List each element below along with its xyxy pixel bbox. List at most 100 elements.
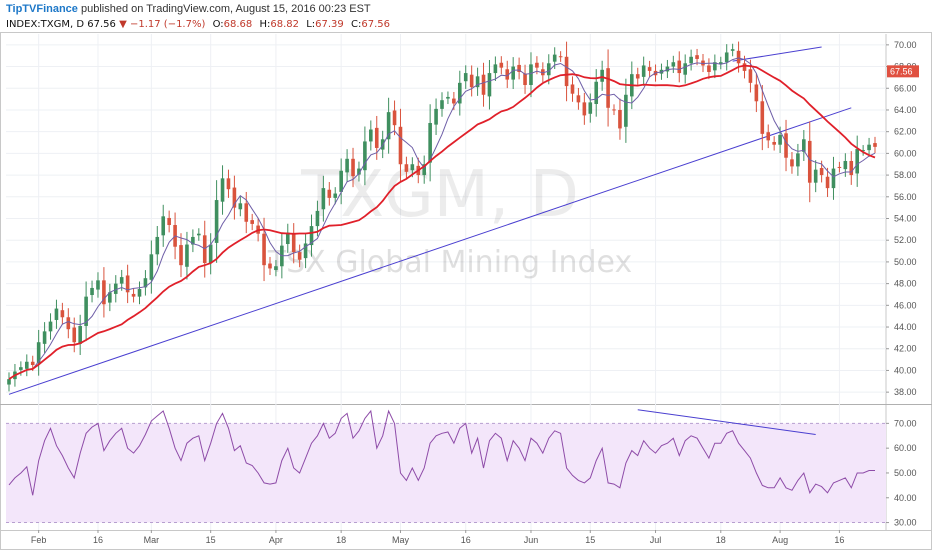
y-tick-label: 56.00 (894, 192, 917, 202)
candle (873, 136, 877, 154)
candle (339, 158, 343, 205)
candle-body (351, 158, 355, 177)
rsi-tick-label: 70.00 (894, 418, 917, 428)
candle-body (72, 327, 77, 343)
candle (7, 372, 11, 392)
candle (78, 314, 82, 356)
candle (635, 67, 640, 85)
candle (707, 58, 711, 80)
candle (143, 270, 148, 296)
open-value: 68.68 (223, 19, 253, 30)
candle (84, 281, 88, 342)
candle-body (244, 203, 249, 222)
candle (333, 187, 338, 205)
y-tick-label: 60.00 (894, 148, 917, 158)
candle (671, 55, 676, 73)
candle-body (529, 64, 533, 86)
candle-body (635, 74, 640, 79)
close-label: C: (350, 19, 362, 30)
candle-body (297, 252, 302, 260)
rsi-pane: 30.00 40.00 50.00 60.00 70.00 (6, 409, 917, 528)
last-price-badge-label: 67.56 (890, 66, 913, 76)
candle-body (303, 243, 308, 259)
watermark-symbol: TXGM, D (300, 158, 579, 232)
candle-body (641, 65, 646, 77)
candle (487, 60, 492, 110)
candle-body (185, 244, 189, 267)
candle (855, 135, 860, 187)
candle (760, 85, 765, 151)
candle-body (867, 144, 871, 151)
candle-body (30, 361, 35, 366)
candle (849, 151, 854, 185)
candle (268, 256, 272, 276)
candle-body (24, 361, 29, 369)
candle (558, 51, 563, 62)
candle-body (232, 187, 237, 208)
candle (766, 124, 771, 149)
candle-body (274, 266, 278, 271)
author-link[interactable]: TipTVFinance (6, 3, 78, 15)
candle-body (262, 233, 266, 266)
y-tick-label: 38.00 (894, 387, 917, 397)
rsi-tick-label: 40.00 (894, 493, 917, 503)
candle-body (161, 216, 166, 236)
candle-body (558, 56, 563, 58)
candle-body (588, 102, 593, 114)
candle-body (291, 234, 296, 253)
candle-body (434, 108, 438, 125)
candle (772, 136, 776, 151)
x-tick-label: 18 (716, 535, 726, 545)
candle-body (386, 112, 391, 140)
price-change: −1.17 (−1.7%) (129, 19, 206, 30)
candle-body (440, 100, 444, 109)
candle (440, 92, 444, 117)
candle-body (796, 153, 800, 167)
candle (167, 210, 171, 233)
candle-body (570, 84, 575, 94)
candle-body (742, 63, 747, 71)
candle-body (802, 139, 806, 152)
candle (386, 97, 391, 154)
candle-body (392, 110, 397, 126)
candle (446, 91, 450, 105)
candle (861, 145, 865, 156)
high-value: 68.82 (270, 19, 300, 30)
candle (369, 120, 373, 151)
candle (96, 272, 100, 298)
x-tick-label: Jul (650, 535, 662, 545)
candle-body (724, 52, 729, 63)
candle (297, 244, 302, 268)
candle (72, 317, 77, 353)
candle (843, 153, 848, 177)
ma-fast-line (8, 57, 876, 380)
candle-body (422, 164, 427, 176)
candle (481, 62, 486, 107)
open-label: O: (212, 19, 224, 30)
candle (345, 149, 349, 183)
candle-body (119, 277, 124, 284)
candle-body (493, 64, 498, 74)
close-value: 67.56 (361, 19, 390, 30)
candle (108, 283, 112, 312)
candle-body (689, 56, 693, 64)
candle-body (837, 166, 842, 168)
candle-body (226, 178, 231, 190)
candle (523, 64, 527, 94)
candle-body (250, 220, 254, 224)
candle (149, 240, 154, 294)
y-tick-label: 40.00 (894, 365, 917, 375)
candle (191, 229, 195, 253)
candle (713, 54, 717, 79)
candle-body (102, 280, 106, 305)
candle (392, 100, 397, 136)
candle-body (707, 65, 711, 72)
candle-body (48, 321, 53, 332)
x-tick-label: Aug (772, 535, 788, 545)
candle (724, 44, 729, 71)
candle-body (695, 55, 699, 59)
candle (754, 73, 759, 113)
candle-body (446, 96, 450, 99)
candle (60, 302, 65, 325)
